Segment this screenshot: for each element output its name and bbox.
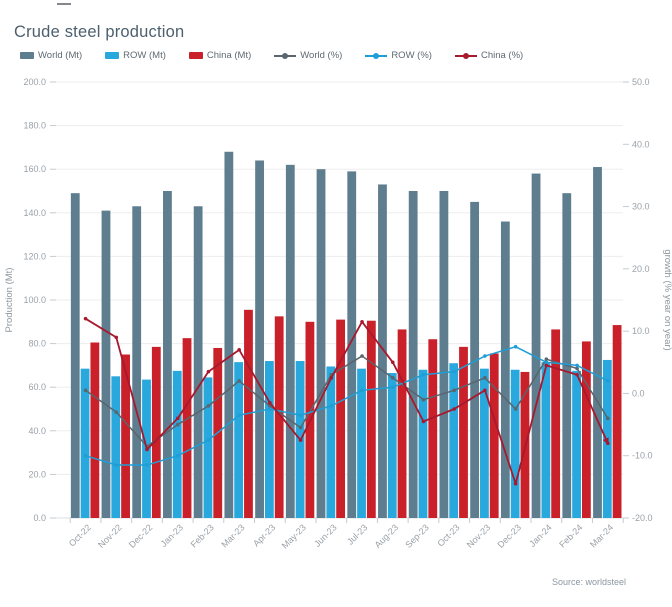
svg-text:50.0: 50.0 <box>632 77 650 87</box>
svg-text:Sep-23: Sep-23 <box>403 522 431 550</box>
svg-text:0.0: 0.0 <box>33 513 46 523</box>
legend-swatch-china-pct-icon <box>454 52 477 59</box>
legend-label-row-mt: ROW (Mt) <box>123 50 166 61</box>
top-left-artifact-dash <box>57 3 71 5</box>
right-axis: -20.0 -10.0 0.0 10.0 20.0 30.0 40.0 50.0 growth … <box>623 77 672 523</box>
svg-text:Mar-23: Mar-23 <box>219 522 246 549</box>
svg-text:40.0: 40.0 <box>28 426 46 436</box>
svg-text:80.0: 80.0 <box>28 339 46 349</box>
legend-swatch-world-pct-icon <box>274 52 297 59</box>
legend-label-world-mt: World (Mt) <box>38 50 83 61</box>
legend-swatch-row-pct-icon <box>365 52 388 59</box>
svg-text:-10.0: -10.0 <box>632 451 653 461</box>
legend-item-world-mt[interactable]: World (Mt) <box>20 50 82 61</box>
svg-text:Feb-23: Feb-23 <box>189 522 216 549</box>
source-note: Source: worldsteel <box>551 577 626 587</box>
svg-text:Apr-23: Apr-23 <box>251 522 277 548</box>
svg-text:Mar-24: Mar-24 <box>588 522 615 549</box>
legend-item-row-pct[interactable]: ROW (%) <box>365 50 432 61</box>
legend-item-china-pct[interactable]: China (%) <box>454 50 524 61</box>
svg-text:120.0: 120.0 <box>23 251 46 261</box>
svg-text:Dec-22: Dec-22 <box>127 522 155 550</box>
svg-text:Jun-23: Jun-23 <box>312 522 339 549</box>
category-axis: Oct-22 Nov-22 Dec-22 Jan-23 Feb-23 Mar-23 Apr-… <box>67 518 624 551</box>
svg-text:Aug-23: Aug-23 <box>373 522 401 550</box>
legend-label-world-pct: World (%) <box>300 50 343 61</box>
line-series-china- <box>83 316 610 486</box>
svg-text:0.0: 0.0 <box>632 388 645 398</box>
svg-text:180.0: 180.0 <box>23 121 46 131</box>
legend-label-china-pct: China (%) <box>480 50 524 61</box>
left-axis: 0.0 20.0 40.0 60.0 80.0 100.0 120.0 140.0 160.0 1… <box>4 77 56 523</box>
legend-item-row-mt[interactable]: ROW (Mt) <box>105 50 166 61</box>
svg-text:Jan-23: Jan-23 <box>159 522 186 549</box>
svg-text:30.0: 30.0 <box>632 202 650 212</box>
svg-text:Production (Mt): Production (Mt) <box>4 268 15 333</box>
legend-item-world-pct[interactable]: World (%) <box>274 50 342 61</box>
svg-text:160.0: 160.0 <box>23 164 46 174</box>
svg-text:Oct-23: Oct-23 <box>435 522 461 548</box>
legend-label-row-pct: ROW (%) <box>391 50 432 61</box>
chart-legend: World (Mt) ROW (Mt) China (Mt) World (%)… <box>20 50 523 61</box>
chart-title: Crude steel production <box>14 23 185 41</box>
svg-text:Nov-22: Nov-22 <box>96 522 124 550</box>
svg-text:140.0: 140.0 <box>23 208 46 218</box>
svg-text:60.0: 60.0 <box>28 382 46 392</box>
svg-text:Jan-24: Jan-24 <box>527 522 554 549</box>
svg-text:growth (% year on year): growth (% year on year) <box>662 249 672 350</box>
svg-text:Dec-23: Dec-23 <box>495 522 523 550</box>
svg-text:200.0: 200.0 <box>23 77 46 87</box>
bar-series-world-mt- <box>70 151 602 519</box>
svg-text:10.0: 10.0 <box>632 326 650 336</box>
svg-text:May-23: May-23 <box>280 522 308 550</box>
legend-item-china-mt[interactable]: China (Mt) <box>188 50 252 61</box>
svg-text:-20.0: -20.0 <box>632 513 653 523</box>
legend-swatch-world-mt-icon <box>20 52 34 59</box>
legend-swatch-row-mt-icon <box>105 52 120 59</box>
svg-text:20.0: 20.0 <box>632 264 650 274</box>
svg-text:Nov-23: Nov-23 <box>465 522 493 550</box>
legend-swatch-china-mt-icon <box>188 52 203 59</box>
svg-text:Oct-22: Oct-22 <box>67 522 93 548</box>
legend-label-china-mt: China (Mt) <box>206 50 252 61</box>
svg-text:20.0: 20.0 <box>28 469 46 479</box>
svg-text:Jul-23: Jul-23 <box>345 522 369 546</box>
svg-text:100.0: 100.0 <box>23 295 46 305</box>
svg-text:40.0: 40.0 <box>632 139 650 149</box>
svg-text:Feb-24: Feb-24 <box>557 522 584 549</box>
line-series-world- <box>83 354 610 449</box>
line-series-row- <box>83 344 610 467</box>
